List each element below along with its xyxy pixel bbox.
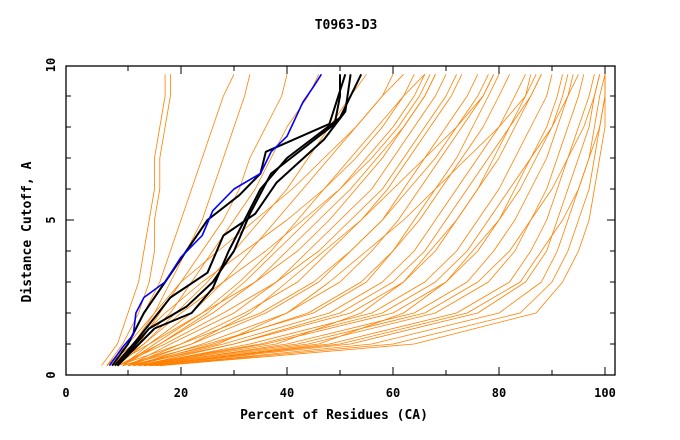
- model-curve: [133, 74, 510, 367]
- model-curve: [143, 74, 574, 367]
- y-tick-label: 5: [44, 216, 58, 223]
- model-curve: [133, 74, 526, 367]
- x-tick-label: 20: [174, 386, 188, 400]
- y-tick-label: 10: [44, 58, 58, 72]
- reference-curve: [116, 73, 363, 367]
- x-axis-label: Percent of Residues (CA): [240, 408, 428, 423]
- model-curve: [106, 74, 415, 367]
- model-curve: [117, 74, 320, 366]
- model-curve: [122, 74, 500, 367]
- model-curve: [143, 74, 606, 367]
- reference-curve: [116, 74, 341, 367]
- model-curve: [149, 74, 569, 367]
- model-curve: [159, 74, 606, 367]
- model-curve: [138, 74, 532, 367]
- y-tick-label: 0: [44, 371, 58, 378]
- model-curve: [122, 74, 426, 367]
- highlight-curve: [108, 73, 323, 367]
- x-tick-label: 60: [386, 386, 400, 400]
- y-axis-label: Distance Cutoff, A: [20, 161, 35, 302]
- model-curve: [154, 74, 606, 367]
- model-curve: [101, 74, 166, 366]
- model-curve: [117, 74, 426, 367]
- model-curve: [127, 74, 542, 367]
- model-curve: [106, 74, 171, 366]
- model-curve: [149, 74, 601, 367]
- x-tick-label: 80: [492, 386, 506, 400]
- reference-curve: [111, 73, 347, 367]
- model-curve: [138, 74, 601, 367]
- model-curve: [127, 74, 447, 367]
- model-curve: [111, 74, 251, 366]
- model-curve: [111, 74, 436, 367]
- x-tick-label: 100: [594, 386, 616, 400]
- model-curve: [117, 74, 489, 367]
- model-curve: [106, 74, 394, 366]
- reference-curve: [114, 74, 352, 367]
- model-curve: [122, 74, 495, 367]
- model-curve: [133, 74, 579, 367]
- model-curve: [117, 74, 457, 367]
- plot-area: [101, 73, 606, 367]
- model-curve: [127, 74, 537, 367]
- model-curve: [133, 74, 495, 367]
- x-tick-label: 40: [280, 386, 294, 400]
- chart-title: T0963-D3: [315, 18, 378, 33]
- axes: 0 20 40 60 80 100 0 5 10: [44, 58, 616, 400]
- model-curve: [111, 74, 288, 367]
- model-curve: [149, 74, 595, 367]
- x-tick-label: 0: [62, 386, 69, 400]
- model-curve: [138, 74, 553, 367]
